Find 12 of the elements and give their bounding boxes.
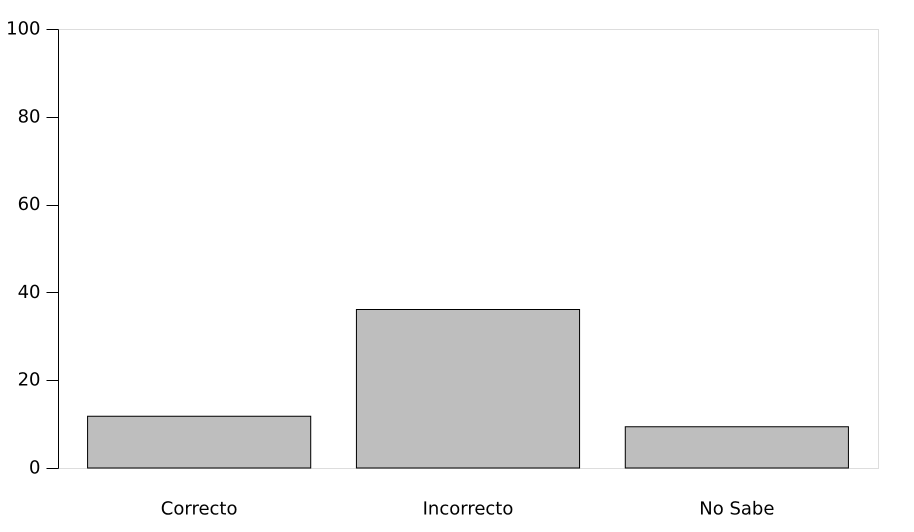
x-tick-label: Correcto [160,498,238,520]
x-tick-label: No Sabe [699,498,774,520]
y-tick-label: 20 [18,370,40,391]
x-tick-label: Incorrecto [422,498,514,520]
y-tick-label: 40 [18,282,40,303]
y-tick-label: 0 [29,458,40,478]
y-tick-label: 100 [6,18,40,40]
y-tick-label: 80 [18,106,40,128]
bar [624,426,849,468]
bar [87,416,312,468]
y-tick-label: 60 [18,194,40,216]
bar [356,309,580,468]
